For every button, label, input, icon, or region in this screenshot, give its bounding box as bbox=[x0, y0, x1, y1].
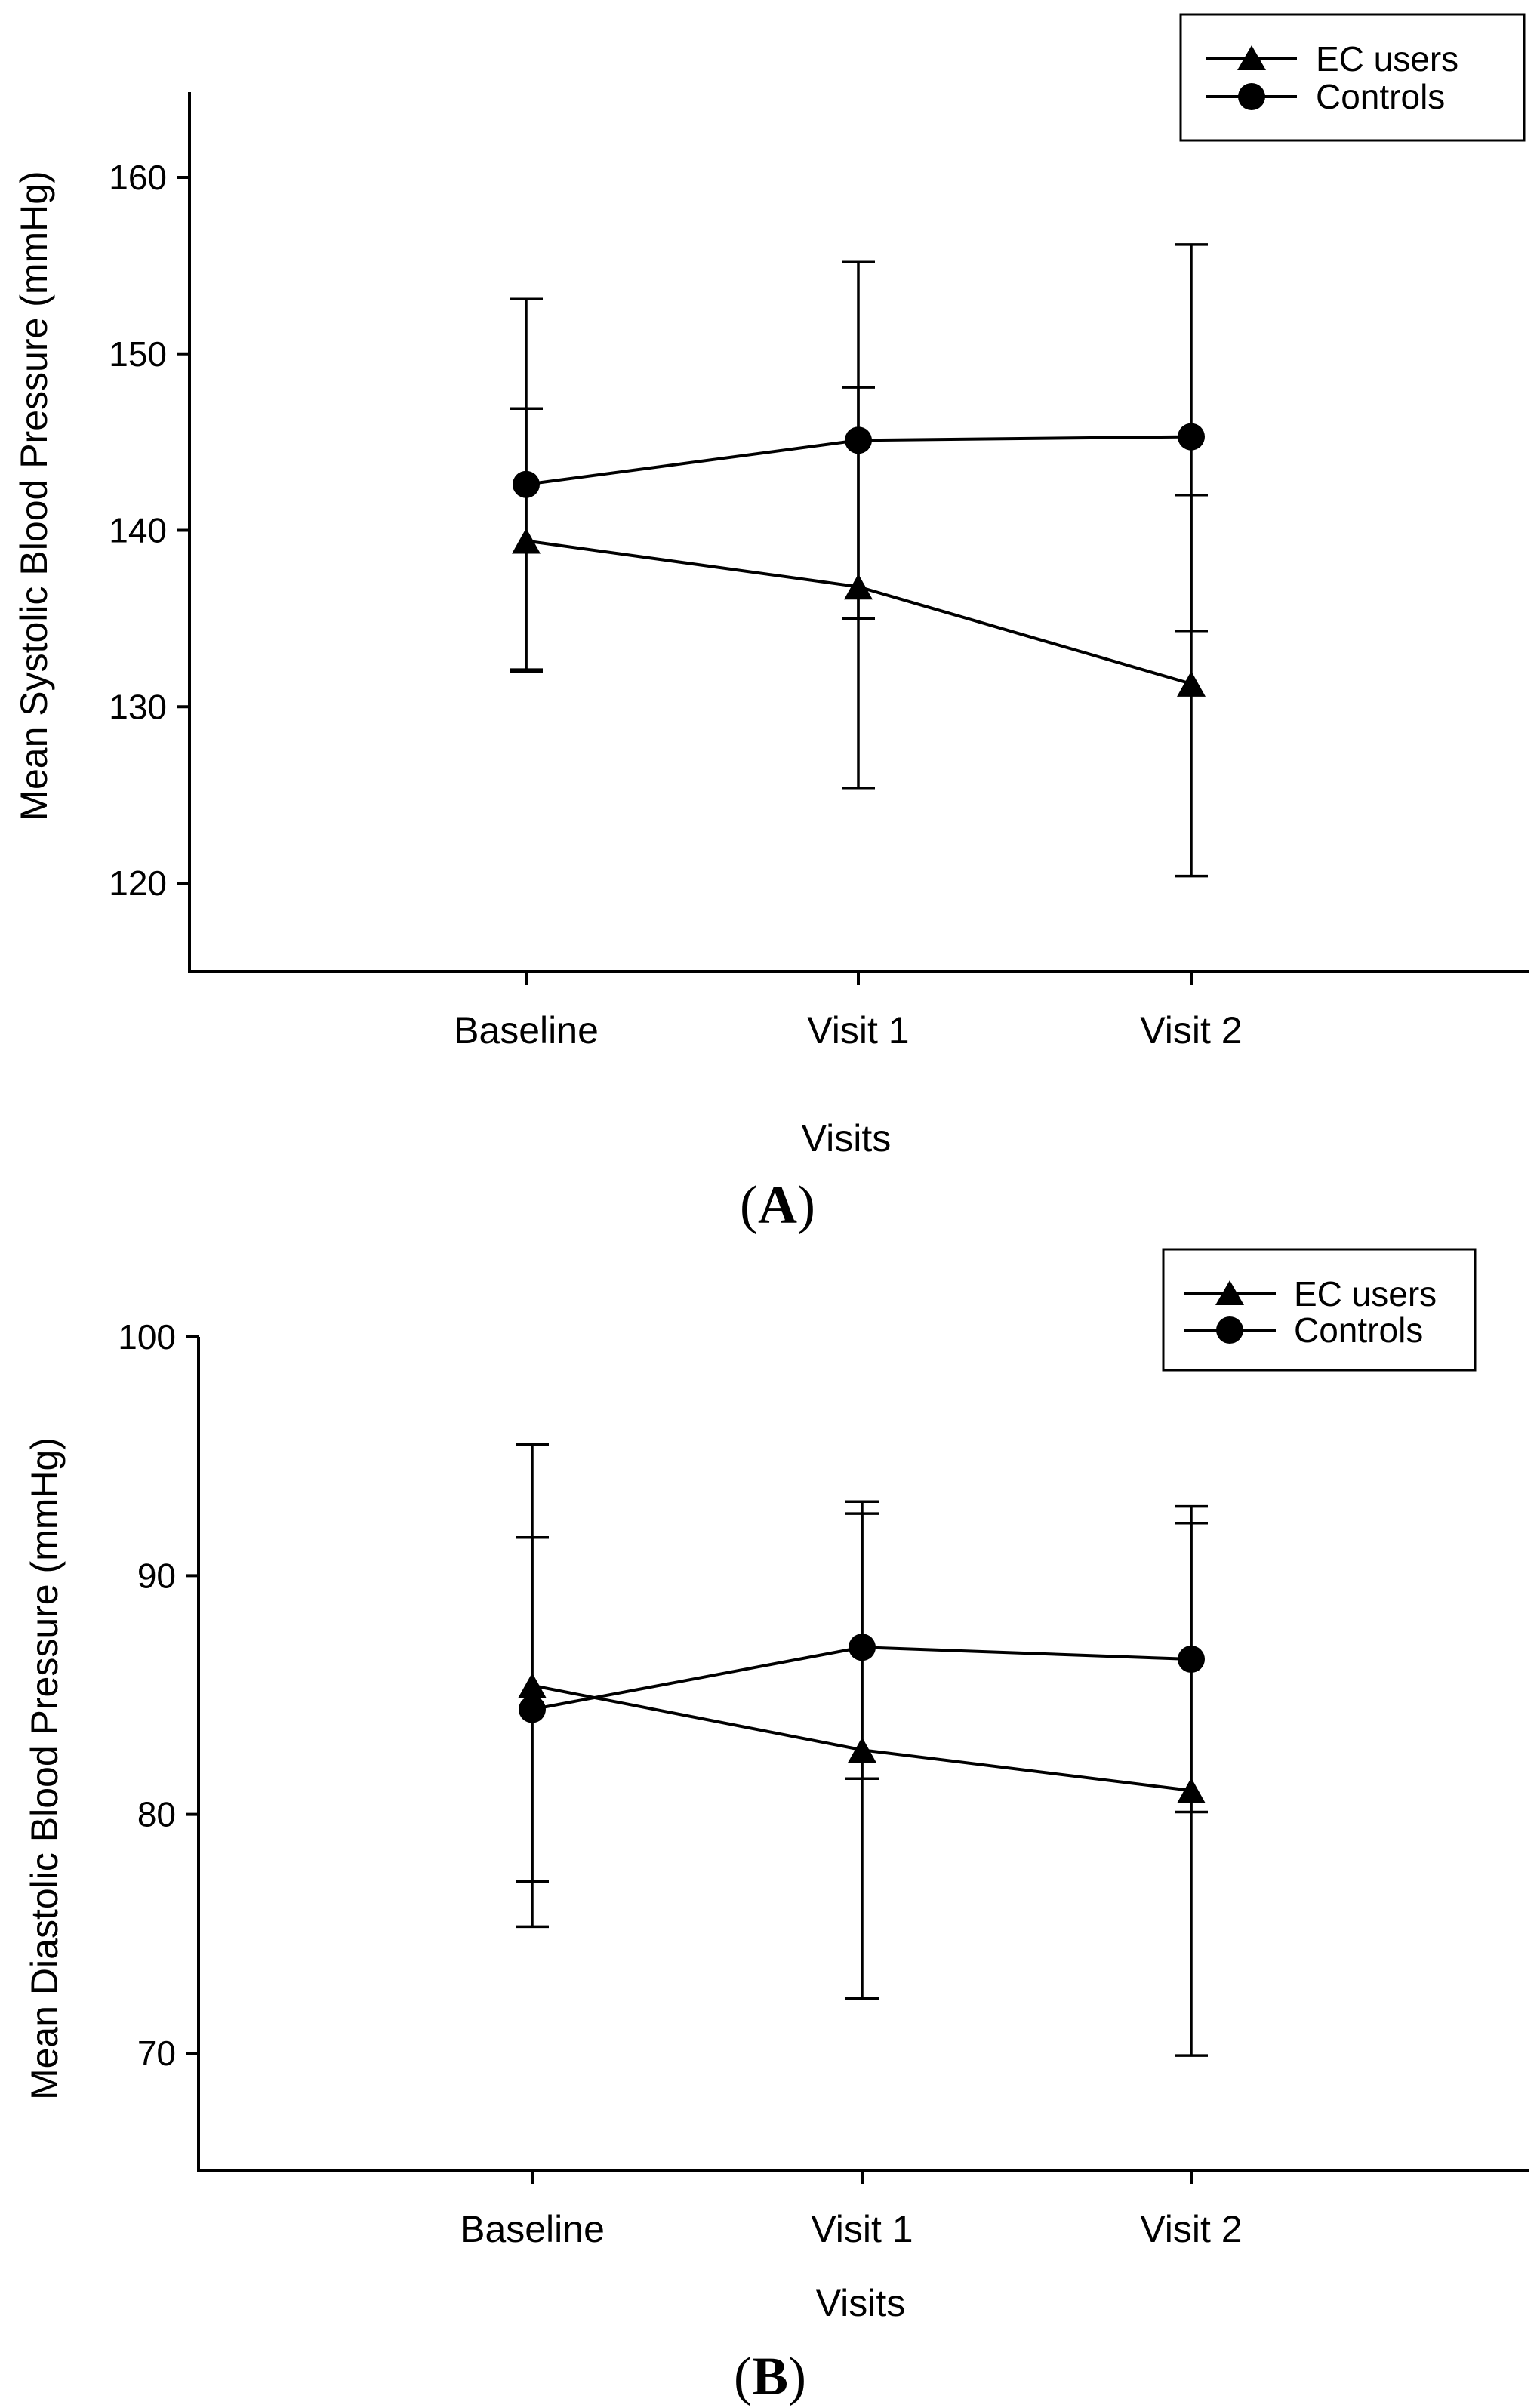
y-tick-label: 70 bbox=[137, 2034, 176, 2073]
x-tick-label: Baseline bbox=[460, 2208, 605, 2250]
data-point-controls bbox=[849, 1634, 876, 1661]
y-tick-label: 140 bbox=[109, 511, 167, 550]
chart-panel-a: 120 130 140 150 160 Baseline Visit 1 Visit 2 V… bbox=[13, 13, 1529, 1235]
x-tick-label: Baseline bbox=[454, 1009, 599, 1052]
legend-label-ec-users: EC users bbox=[1294, 1274, 1437, 1313]
x-tick-label: Visit 2 bbox=[1140, 1009, 1242, 1052]
x-tick-label: Visit 2 bbox=[1140, 2208, 1242, 2250]
y-tick-label: 120 bbox=[109, 864, 167, 903]
legend-triangle-icon bbox=[1215, 1280, 1244, 1305]
legend: EC users Controls bbox=[1162, 1248, 1477, 1372]
legend-triangle-icon bbox=[1237, 45, 1266, 70]
y-tick-label: 100 bbox=[118, 1317, 176, 1356]
x-axis-title: Visits bbox=[802, 1117, 892, 1159]
data-point-ec-users bbox=[1177, 1778, 1206, 1804]
data-point-ec-users bbox=[848, 1737, 876, 1763]
legend-box bbox=[1162, 1248, 1477, 1372]
y-tick-label: 90 bbox=[137, 1556, 176, 1595]
legend-label-controls: Controls bbox=[1294, 1310, 1423, 1350]
data-point-ec-users bbox=[1177, 670, 1206, 697]
y-axis-title: Mean Diastolic Blood Pressure (mmHg) bbox=[23, 1437, 66, 2100]
y-ticks: 70 80 90 100 bbox=[118, 1317, 199, 2073]
data-point-controls bbox=[519, 1695, 546, 1723]
data-point-ec-users bbox=[518, 1672, 547, 1698]
data-point-controls bbox=[1178, 423, 1205, 451]
legend-circle-icon bbox=[1216, 1316, 1243, 1344]
legend-label-controls: Controls bbox=[1316, 77, 1445, 116]
error-bars bbox=[510, 243, 1208, 878]
data-point-controls bbox=[513, 470, 540, 498]
x-tick-label: Visit 1 bbox=[807, 1009, 909, 1052]
x-ticks: Baseline Visit 1 Visit 2 bbox=[460, 2170, 1243, 2250]
x-tick-label: Visit 1 bbox=[811, 2208, 913, 2250]
legend-box bbox=[1179, 13, 1526, 142]
y-axis-title: Mean Systolic Blood Pressure (mmHg) bbox=[13, 171, 55, 821]
panel-label-a: (A) bbox=[740, 1175, 815, 1235]
y-ticks: 120 130 140 150 160 bbox=[109, 158, 189, 903]
panel-label-b: (B) bbox=[734, 2346, 806, 2406]
legend-circle-icon bbox=[1238, 83, 1265, 110]
data-point-ec-users bbox=[844, 574, 873, 600]
data-point-controls bbox=[1178, 1646, 1205, 1674]
y-tick-label: 130 bbox=[109, 687, 167, 726]
y-tick-label: 150 bbox=[109, 334, 167, 374]
y-tick-label: 80 bbox=[137, 1795, 176, 1834]
series-markers bbox=[518, 1634, 1206, 1804]
series-markers bbox=[512, 423, 1206, 697]
x-ticks: Baseline Visit 1 Visit 2 bbox=[454, 972, 1243, 1052]
legend-label-ec-users: EC users bbox=[1316, 39, 1458, 79]
data-point-controls bbox=[845, 426, 872, 454]
x-axis-title: Visits bbox=[816, 2282, 906, 2324]
legend: EC users Controls bbox=[1179, 13, 1526, 142]
data-point-ec-users bbox=[512, 528, 541, 554]
y-tick-label: 160 bbox=[109, 158, 167, 197]
